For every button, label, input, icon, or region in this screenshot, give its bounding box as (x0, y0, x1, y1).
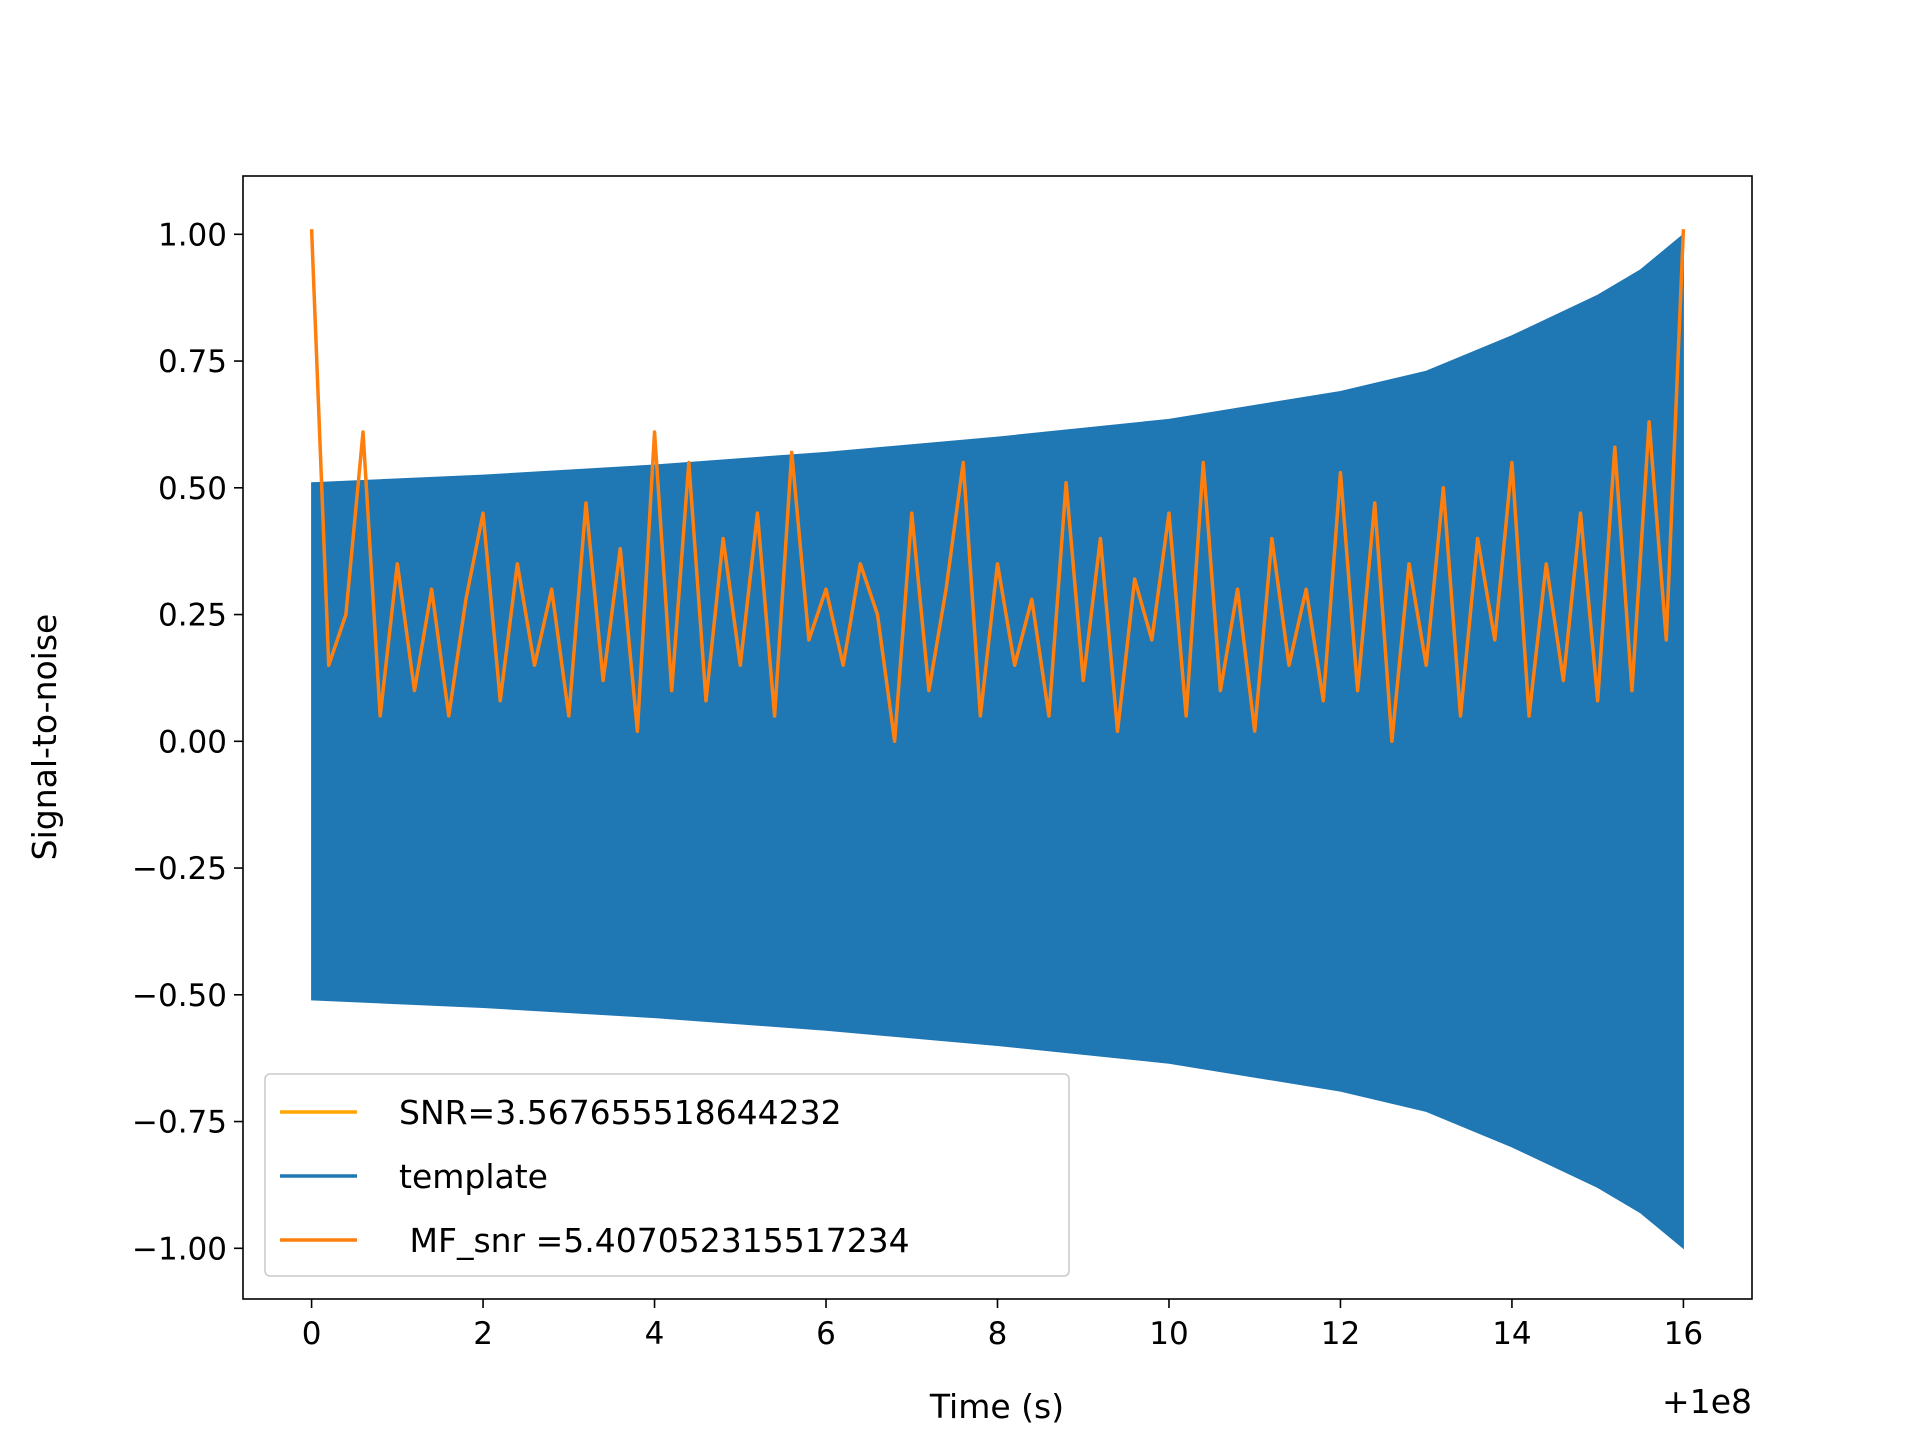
legend-label: SNR=3.567655518644232 (399, 1093, 842, 1132)
legend-label: template (399, 1157, 548, 1196)
y-tick-label: 0.25 (158, 598, 227, 634)
y-tick-label: 0.00 (158, 724, 227, 760)
y-tick-label: −0.25 (132, 851, 227, 887)
x-tick-label: 12 (1321, 1316, 1360, 1352)
y-tick-label: 1.00 (158, 217, 227, 253)
x-tick-label: 6 (816, 1316, 836, 1352)
series-line (309, 229, 1686, 744)
y-tick-label: 0.50 (158, 471, 227, 507)
x-axis-label: Time (s) (929, 1387, 1064, 1426)
x-tick-label: 16 (1664, 1316, 1703, 1352)
x-offset-label: +1e8 (1662, 1382, 1752, 1421)
legend-box (264, 1073, 1070, 1277)
x-tick-label: 4 (645, 1316, 665, 1352)
x-tick-label: 10 (1149, 1316, 1188, 1352)
y-tick-label: −0.75 (132, 1105, 227, 1141)
y-axis-label: Signal-to-noise (25, 614, 64, 861)
x-tick-label: 0 (302, 1316, 322, 1352)
x-tick-label: 2 (473, 1316, 493, 1352)
y-tick-label: −0.50 (132, 978, 227, 1014)
y-tick-label: −1.00 (132, 1231, 227, 1267)
plot-frame (242, 175, 1753, 1300)
x-tick-label: 8 (988, 1316, 1008, 1352)
x-tick-label: 14 (1492, 1316, 1531, 1352)
legend-label: MF_snr =5.407052315517234 (399, 1221, 910, 1260)
y-tick-label: 0.75 (158, 344, 227, 380)
